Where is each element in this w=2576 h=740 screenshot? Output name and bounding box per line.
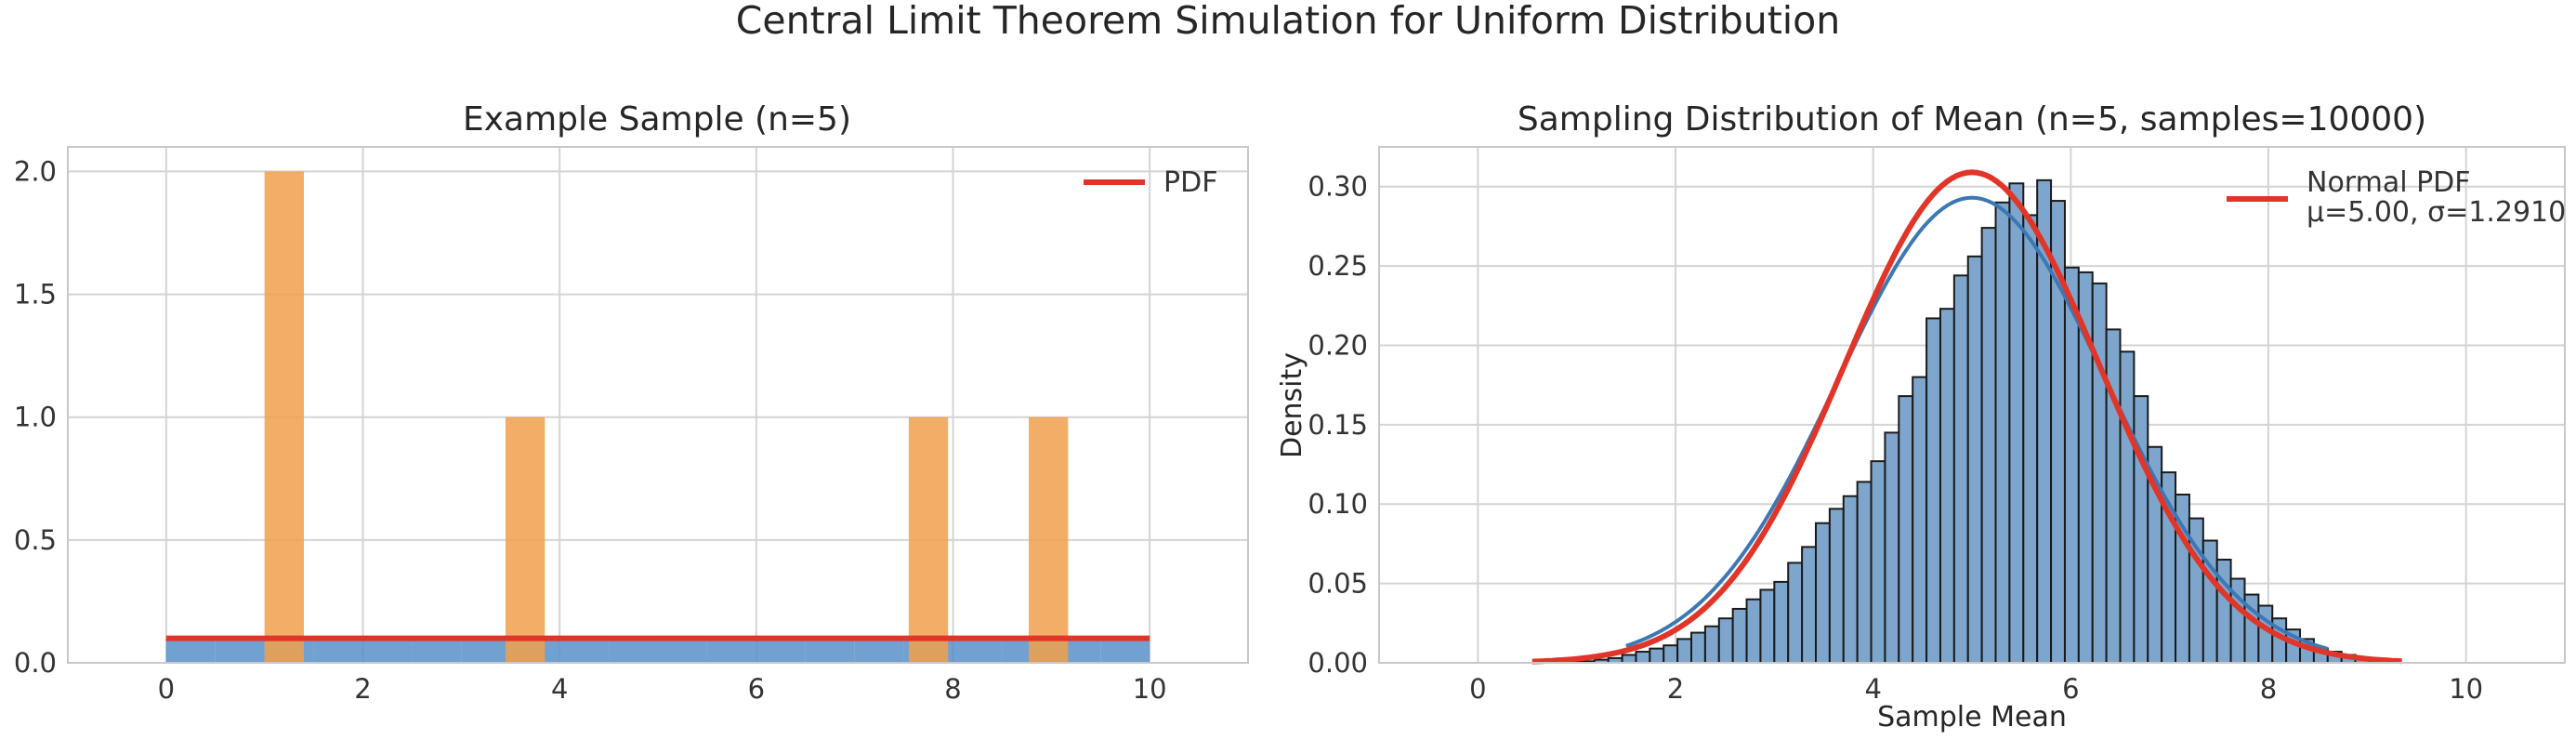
sampling-bar [1939, 308, 1955, 664]
sampling-bar [2091, 282, 2108, 664]
sampling-bar [1787, 562, 1804, 665]
figure-suptitle: Central Limit Theorem Simulation for Uni… [736, 0, 1841, 43]
sampling-bar [1898, 395, 1914, 664]
x-tick-label: 0 [1469, 673, 1486, 705]
left-plot-background [68, 147, 1248, 663]
x-tick-label: 6 [748, 673, 765, 705]
population-bar [362, 638, 413, 663]
population-bar [706, 638, 756, 663]
y-tick-label: 0.0 [14, 647, 57, 679]
y-tick-label: 0.5 [14, 524, 57, 556]
x-tick-label: 0 [158, 673, 175, 705]
sample-bar [505, 416, 545, 663]
y-tick-label: 0.25 [1308, 250, 1368, 282]
sampling-bar [1745, 598, 1762, 665]
sampling-bar [1870, 460, 1886, 664]
sampling-bar [1801, 546, 1817, 664]
left-legend-pdf-label: PDF [1163, 166, 1217, 199]
sampling-bar [2022, 214, 2039, 665]
sample-bar [1028, 416, 1069, 663]
y-tick-label: 1.5 [14, 279, 57, 311]
x-tick-label: 4 [551, 673, 568, 705]
sampling-bar [1759, 588, 1776, 665]
x-tick-label: 2 [354, 673, 371, 705]
sampling-bar [1703, 625, 1720, 665]
left-legend: PDF [1084, 166, 1217, 199]
left-plot-frame [67, 146, 1249, 664]
y-tick-label: 1.0 [14, 402, 57, 433]
left-y-tick-labels: 0.0 0.5 1.0 1.5 2.0 [14, 155, 57, 679]
left-subplot: Example Sample (n=5) 0 2 4 6 8 10 0.0 0.5 1.0 1.… [14, 100, 1249, 705]
right-curves [1531, 169, 2402, 665]
x-tick-label: 10 [1133, 673, 1167, 705]
population-bar [1100, 638, 1150, 663]
right-legend-normal-label: Normal PDF [2307, 166, 2471, 199]
y-tick-label: 2.0 [14, 155, 57, 187]
kde-line [1625, 195, 2329, 651]
population-bar [854, 638, 904, 663]
sampling-bar [1994, 201, 2011, 664]
sampling-bar [1663, 644, 1679, 665]
sampling-bar [1912, 376, 1928, 664]
right-legend: Normal PDF μ=5.00, σ=1.2910 [2227, 166, 2566, 229]
sampling-bar [1828, 508, 1845, 664]
right-plot-frame [1378, 146, 2566, 664]
population-bar [215, 638, 265, 663]
sampling-bar [1980, 227, 1997, 664]
right-y-axis-label: Density [1276, 352, 1308, 458]
sample-bar [908, 416, 949, 663]
sampling-bar [2133, 395, 2149, 664]
population-bar [805, 638, 855, 663]
y-tick-label: 0.20 [1308, 329, 1368, 361]
y-tick-label: 0.00 [1308, 647, 1368, 679]
y-tick-label: 0.05 [1308, 568, 1368, 600]
population-bar [609, 638, 658, 663]
sampling-bar [2008, 182, 2025, 664]
x-tick-label: 2 [1667, 673, 1684, 705]
x-tick-label: 8 [944, 673, 961, 705]
sampling-bar [2063, 266, 2080, 664]
population-bar [756, 638, 806, 663]
population-bar [165, 638, 216, 663]
sampling-bar [1649, 647, 1665, 665]
right-x-axis-label: Sample Mean [1877, 701, 2067, 733]
x-tick-label: 6 [2062, 673, 2079, 705]
population-bar [313, 638, 363, 663]
sampling-bar [1717, 617, 1734, 665]
sampling-bar [1731, 607, 1748, 665]
sampling-bar [1621, 654, 1637, 665]
sampling-bar [1925, 317, 1941, 664]
sampling-bar [1966, 255, 1983, 664]
sampling-bar [1842, 495, 1859, 665]
y-tick-label: 0.10 [1308, 488, 1368, 520]
y-tick-label: 0.30 [1308, 171, 1368, 203]
sampling-bar [1814, 522, 1831, 664]
sampling-bar [1884, 431, 1900, 664]
sampling-bar [1690, 631, 1706, 664]
x-tick-label: 4 [1864, 673, 1881, 705]
right-y-tick-labels: 0.00 0.05 0.10 0.15 0.20 0.25 0.30 [1308, 171, 1368, 679]
left-sample-histogram [264, 171, 1069, 663]
right-subplot: Sampling Distribution of Mean (n=5, samp… [1276, 100, 2566, 733]
sample-bar [264, 171, 304, 663]
sampling-bar [2119, 350, 2136, 664]
normal-pdf-line [1531, 169, 2402, 665]
population-bar [461, 638, 511, 663]
sampling-bar [1773, 580, 1790, 665]
sampling-bar [1676, 638, 1693, 665]
left-x-tick-labels: 0 2 4 6 8 10 [158, 673, 1167, 705]
sampling-bar [1856, 481, 1873, 664]
x-tick-label: 10 [2449, 673, 2483, 705]
sampling-bar [1952, 274, 1969, 664]
right-legend-stats-label: μ=5.00, σ=1.2910 [2307, 196, 2566, 229]
population-bar [412, 638, 462, 663]
right-subplot-title: Sampling Distribution of Mean (n=5, samp… [1518, 100, 2426, 139]
x-tick-label: 8 [2260, 673, 2277, 705]
left-subplot-title: Example Sample (n=5) [463, 100, 851, 139]
y-tick-label: 0.15 [1308, 409, 1368, 441]
right-x-tick-labels: 0 2 4 6 8 10 [1469, 673, 2483, 705]
sampling-bar [1635, 651, 1651, 664]
